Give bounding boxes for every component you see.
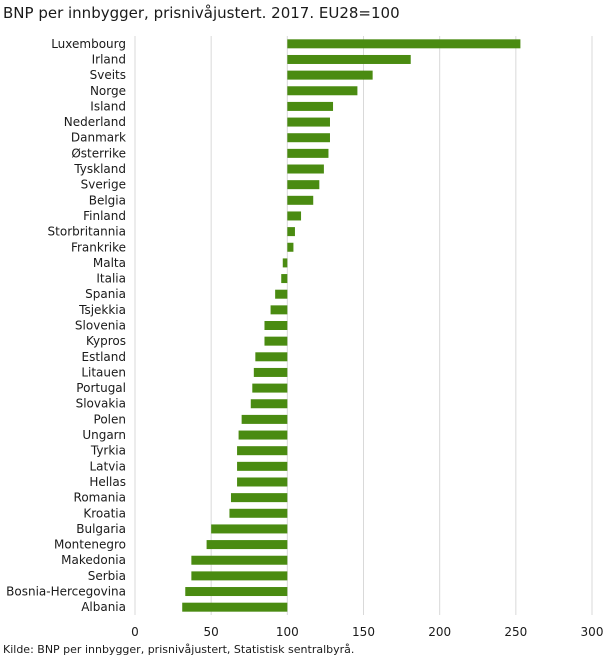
bar-latvia bbox=[237, 461, 288, 471]
tick-label-layer: 0 50 100 150 200 250 300 bbox=[131, 625, 603, 639]
category-label: Island bbox=[90, 99, 126, 113]
bar-montenegro bbox=[206, 540, 288, 550]
bar-storbritannia bbox=[287, 227, 295, 237]
bar-frankrike bbox=[287, 242, 294, 252]
category-label: Tyrkia bbox=[90, 444, 126, 458]
bar-finland bbox=[287, 211, 302, 221]
bar-hellas bbox=[237, 477, 288, 487]
bar-polen bbox=[241, 414, 288, 424]
bar-danmark bbox=[287, 133, 330, 143]
x-tick-label: 50 bbox=[204, 625, 219, 639]
category-label: Tsjekkia bbox=[78, 303, 126, 317]
category-label: Tyskland bbox=[73, 162, 126, 176]
bar-romania bbox=[230, 493, 288, 503]
category-label: Frankrike bbox=[71, 240, 126, 254]
category-label: Sveits bbox=[90, 68, 126, 82]
bar-sveits bbox=[287, 70, 373, 80]
x-tick-label: 300 bbox=[581, 625, 604, 639]
bar-slovenia bbox=[264, 321, 288, 330]
bar-island bbox=[287, 101, 334, 111]
category-label: Sverige bbox=[81, 178, 126, 192]
category-label: Makedonia bbox=[61, 553, 126, 567]
category-label: Latvia bbox=[89, 459, 126, 473]
bar-spania bbox=[275, 289, 288, 299]
category-label: Albania bbox=[81, 600, 126, 614]
category-label: Estland bbox=[82, 350, 126, 364]
category-label: Italia bbox=[96, 272, 126, 286]
category-label: Litauen bbox=[81, 365, 126, 379]
source-note: Kilde: BNP per innbygger, prisnivåjuster… bbox=[3, 643, 355, 656]
category-label: Montenegro bbox=[54, 538, 126, 552]
category-label: Kroatia bbox=[83, 506, 126, 520]
bar-luxembourg bbox=[287, 39, 521, 49]
bar-tsjekkia bbox=[270, 305, 288, 315]
category-label: Spania bbox=[85, 287, 126, 301]
bar-irland bbox=[287, 54, 411, 64]
category-label: Østerrike bbox=[71, 146, 126, 160]
category-label: Slovakia bbox=[76, 397, 126, 411]
category-label: Malta bbox=[93, 256, 126, 270]
bar-makedonia bbox=[191, 555, 288, 565]
category-label: Ungarn bbox=[82, 428, 126, 442]
grid-layer bbox=[134, 36, 593, 615]
category-label: Slovenia bbox=[75, 319, 126, 333]
x-tick-label: 0 bbox=[131, 625, 139, 639]
x-tick-label: 100 bbox=[276, 625, 299, 639]
bar-ungarn bbox=[238, 430, 288, 440]
category-label: Belgia bbox=[89, 193, 126, 207]
category-label: Irland bbox=[92, 52, 126, 66]
bar-slovakia bbox=[250, 399, 288, 409]
category-label: Romania bbox=[74, 491, 126, 505]
x-tick-label: 250 bbox=[504, 625, 527, 639]
bar-bosnia-hercegovina bbox=[185, 587, 288, 597]
category-label: Norge bbox=[90, 84, 126, 98]
category-label: Portugal bbox=[76, 381, 126, 395]
bar-kypros bbox=[264, 336, 288, 346]
bar-serbia bbox=[191, 571, 288, 581]
bar-italia bbox=[281, 274, 288, 284]
bar-malta bbox=[282, 258, 288, 268]
category-label: Danmark bbox=[71, 131, 126, 145]
category-label: Hellas bbox=[89, 475, 126, 489]
bar-belgia bbox=[287, 195, 314, 205]
category-label: Finland bbox=[83, 209, 126, 223]
category-label: Nederland bbox=[64, 115, 126, 129]
bar-østerrike bbox=[287, 148, 329, 158]
chart-title: BNP per innbygger, prisnivåjustert. 2017… bbox=[3, 4, 400, 22]
category-label: Bulgaria bbox=[76, 522, 126, 536]
bar-norge bbox=[287, 86, 358, 96]
x-tick-label: 150 bbox=[352, 625, 375, 639]
bar-litauen bbox=[253, 367, 288, 377]
bar-sverige bbox=[287, 180, 320, 190]
category-label: Luxembourg bbox=[51, 37, 126, 51]
category-label: Storbritannia bbox=[48, 225, 126, 239]
bar-bulgaria bbox=[211, 524, 288, 534]
bar-nederland bbox=[287, 117, 330, 127]
category-label: Kypros bbox=[86, 334, 126, 348]
bar-estland bbox=[255, 352, 288, 362]
bar-albania bbox=[182, 602, 288, 612]
bar-layer bbox=[182, 39, 521, 612]
category-label: Serbia bbox=[88, 569, 126, 583]
category-label: Bosnia-Hercegovina bbox=[6, 585, 126, 599]
x-tick-label: 200 bbox=[428, 625, 451, 639]
bar-kroatia bbox=[229, 508, 288, 518]
bar-tyskland bbox=[287, 164, 324, 174]
bar-tyrkia bbox=[237, 446, 288, 456]
category-label: Polen bbox=[94, 412, 126, 426]
bar-portugal bbox=[252, 383, 288, 393]
